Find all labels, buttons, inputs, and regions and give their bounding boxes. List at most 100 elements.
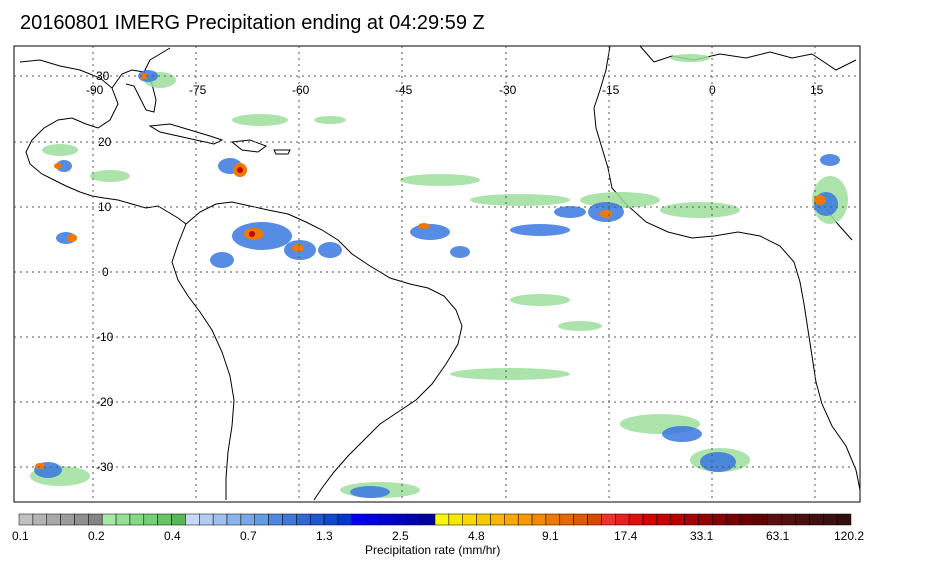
colorbar-segment [823, 513, 838, 526]
graticule [14, 46, 860, 502]
lat-label: 0 [102, 265, 109, 279]
colorbar-segment [365, 513, 380, 526]
colorbar-segment [185, 513, 200, 526]
latitude-labels: 30 20 10 0 -10 -20 -30 [96, 69, 114, 474]
colorbar-segment [490, 513, 505, 526]
colorbar-segment [18, 513, 34, 526]
colorbar-segment [462, 513, 477, 526]
colorbar-segment [32, 513, 47, 526]
colorbar-segment [171, 513, 186, 526]
colorbar-segment [143, 513, 158, 526]
lon-label: -15 [602, 83, 620, 97]
colorbar-segment [226, 513, 242, 526]
colorbar-segment [587, 513, 602, 526]
colorbar-segment [157, 513, 172, 526]
coastline-us-east [143, 47, 171, 73]
colorbar-segment [767, 513, 782, 526]
colorbar-segment [573, 513, 588, 526]
longitude-labels: -90 -75 -60 -45 -30 -15 0 15 [86, 83, 824, 97]
colorbar-segment [628, 513, 644, 526]
colorbar-segment [434, 513, 450, 526]
colorbar-segment [240, 513, 255, 526]
colorbar-segment [753, 513, 769, 526]
colorbar-segment [60, 513, 75, 526]
lon-label: -90 [86, 83, 104, 97]
colorbar-segment [323, 513, 339, 526]
colorbar-segment [684, 513, 699, 526]
colorbar-segment [115, 513, 131, 526]
colorbar-segment [615, 513, 630, 526]
colorbar-label: 0.4 [164, 529, 181, 543]
colorbar-labels: 0.1 0.2 0.4 0.7 1.3 2.5 4.8 9.1 17.4 33.… [12, 529, 864, 557]
colorbar-label: 4.8 [468, 529, 485, 543]
colorbar-label: 2.5 [392, 529, 409, 543]
colorbar-segment [545, 513, 561, 526]
coastline-puerto-rico [273, 149, 291, 155]
colorbar-segment [698, 513, 713, 526]
colorbar-segment [601, 513, 616, 526]
colorbar-label: 33.1 [690, 529, 714, 543]
lat-label: -20 [96, 395, 114, 409]
coastline-north-america [19, 59, 187, 225]
colorbar [18, 513, 852, 526]
lon-label: 15 [810, 83, 824, 97]
colorbar-segment [531, 513, 547, 526]
colorbar-segment [407, 513, 422, 526]
colorbar-segment [101, 513, 117, 526]
coastline-africa [593, 45, 861, 491]
colorbar-segment [337, 513, 353, 526]
coastline-florida [111, 69, 157, 113]
coastline-south-america [171, 201, 463, 501]
colorbar-segment [504, 513, 519, 526]
lon-label: -30 [499, 83, 517, 97]
colorbar-label: 0.1 [12, 529, 29, 543]
colorbar-segment [836, 513, 852, 526]
colorbar-segment [559, 513, 574, 526]
colorbar-label: 0.7 [240, 529, 257, 543]
colorbar-segment [781, 513, 796, 526]
colorbar-segment [212, 513, 228, 526]
lat-label: 20 [98, 135, 112, 149]
colorbar-segment [448, 513, 463, 526]
lon-label: -60 [292, 83, 310, 97]
colorbar-segment [420, 513, 436, 526]
colorbar-segment [725, 513, 741, 526]
colorbar-label: 120.2 [834, 529, 864, 543]
colorbar-segment [199, 513, 214, 526]
colorbar-segment [656, 513, 671, 526]
colorbar-title: Precipitation rate (mm/hr) [365, 543, 500, 557]
colorbar-segment [670, 513, 685, 526]
colorbar-segment [46, 513, 61, 526]
colorbar-label: 9.1 [542, 529, 559, 543]
colorbar-segment [296, 513, 311, 526]
colorbar-segment [74, 513, 89, 526]
coastline-europe [639, 45, 857, 71]
extreme-rain [237, 167, 255, 237]
colorbar-segment [309, 513, 325, 526]
lon-label: -45 [395, 83, 413, 97]
colorbar-segment [393, 513, 408, 526]
map-title: 20160801 IMERG Precipitation ending at 0… [20, 12, 485, 34]
colorbar-label: 63.1 [766, 529, 790, 543]
colorbar-segment [642, 513, 658, 526]
colorbar-segment [809, 513, 824, 526]
lon-label: -75 [189, 83, 207, 97]
colorbar-segment [795, 513, 810, 526]
coastline-hispaniola [230, 139, 268, 153]
colorbar-segment [129, 513, 145, 526]
colorbar-label: 0.2 [88, 529, 105, 543]
colorbar-segment [88, 513, 103, 526]
colorbar-segment [739, 513, 755, 526]
lat-label: -10 [96, 330, 114, 344]
colorbar-segment [712, 513, 727, 526]
colorbar-segment [379, 513, 394, 526]
colorbar-segment [476, 513, 491, 526]
colorbar-segment [254, 513, 269, 526]
lat-label: 10 [98, 200, 112, 214]
colorbar-segment [517, 513, 533, 526]
colorbar-segment [268, 513, 283, 526]
colorbar-segment [351, 513, 366, 526]
colorbar-label: 17.4 [614, 529, 638, 543]
map-frame [13, 45, 861, 503]
